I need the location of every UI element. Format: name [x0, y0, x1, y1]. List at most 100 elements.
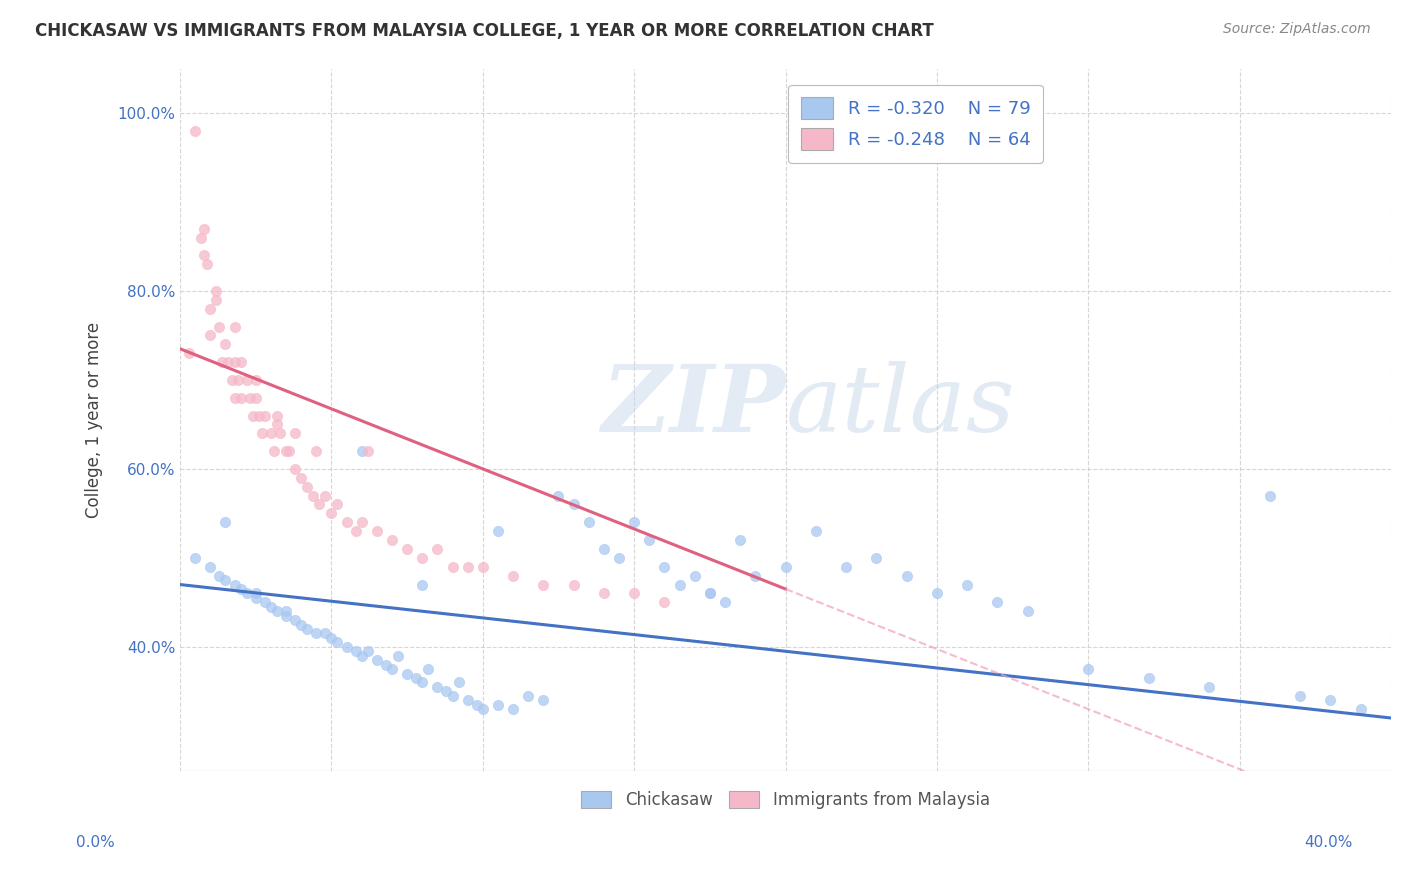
- Point: [728, 533, 751, 547]
- Point: [350, 648, 373, 663]
- Point: [229, 355, 252, 369]
- Point: [242, 409, 264, 423]
- Point: [305, 444, 328, 458]
- Point: [224, 391, 246, 405]
- Point: [865, 550, 887, 565]
- Point: [1350, 702, 1372, 716]
- Point: [531, 693, 554, 707]
- Point: [302, 489, 325, 503]
- Point: [245, 391, 267, 405]
- Point: [593, 586, 616, 600]
- Point: [266, 604, 288, 618]
- Point: [896, 568, 918, 582]
- Point: [562, 577, 585, 591]
- Point: [623, 586, 645, 600]
- Text: ZIP: ZIP: [602, 361, 786, 450]
- Point: [1198, 680, 1220, 694]
- Point: [471, 702, 494, 716]
- Point: [1289, 689, 1312, 703]
- Point: [426, 680, 449, 694]
- Point: [214, 337, 236, 351]
- Point: [200, 301, 222, 316]
- Point: [247, 409, 270, 423]
- Point: [441, 689, 464, 703]
- Point: [295, 480, 318, 494]
- Point: [224, 319, 246, 334]
- Point: [200, 559, 222, 574]
- Point: [321, 631, 343, 645]
- Point: [366, 653, 388, 667]
- Point: [607, 550, 630, 565]
- Point: [366, 524, 388, 538]
- Point: [683, 568, 706, 582]
- Point: [224, 577, 246, 591]
- Point: [235, 373, 257, 387]
- Point: [654, 595, 676, 609]
- Point: [344, 524, 367, 538]
- Point: [266, 417, 288, 432]
- Point: [502, 568, 524, 582]
- Point: [200, 328, 222, 343]
- Point: [1137, 671, 1160, 685]
- Point: [804, 524, 827, 538]
- Point: [284, 462, 307, 476]
- Point: [411, 577, 433, 591]
- Point: [221, 373, 243, 387]
- Point: [562, 498, 585, 512]
- Point: [1017, 604, 1039, 618]
- Point: [374, 657, 396, 672]
- Point: [357, 444, 380, 458]
- Point: [381, 662, 404, 676]
- Point: [308, 498, 330, 512]
- Point: [278, 444, 301, 458]
- Point: [184, 550, 207, 565]
- Point: [623, 515, 645, 529]
- Text: 40.0%: 40.0%: [1305, 836, 1353, 850]
- Point: [447, 675, 470, 690]
- Point: [744, 568, 766, 582]
- Point: [179, 346, 201, 360]
- Point: [486, 698, 509, 712]
- Point: [411, 550, 433, 565]
- Point: [269, 426, 291, 441]
- Point: [668, 577, 690, 591]
- Point: [214, 573, 236, 587]
- Point: [956, 577, 979, 591]
- Point: [274, 608, 297, 623]
- Legend: Chickasaw, Immigrants from Malaysia: Chickasaw, Immigrants from Malaysia: [575, 784, 997, 816]
- Point: [344, 644, 367, 658]
- Text: CHICKASAW VS IMMIGRANTS FROM MALAYSIA COLLEGE, 1 YEAR OR MORE CORRELATION CHART: CHICKASAW VS IMMIGRANTS FROM MALAYSIA CO…: [35, 22, 934, 40]
- Point: [266, 409, 288, 423]
- Point: [418, 662, 440, 676]
- Point: [245, 586, 267, 600]
- Point: [517, 689, 540, 703]
- Y-axis label: College, 1 year or more: College, 1 year or more: [86, 322, 103, 518]
- Point: [229, 391, 252, 405]
- Point: [396, 541, 419, 556]
- Point: [925, 586, 948, 600]
- Point: [350, 444, 373, 458]
- Point: [253, 409, 276, 423]
- Point: [314, 626, 336, 640]
- Point: [205, 293, 228, 307]
- Point: [274, 604, 297, 618]
- Point: [314, 489, 336, 503]
- Point: [357, 644, 380, 658]
- Point: [321, 507, 343, 521]
- Point: [226, 373, 249, 387]
- Point: [350, 515, 373, 529]
- Point: [381, 533, 404, 547]
- Point: [436, 684, 458, 698]
- Point: [578, 515, 600, 529]
- Point: [190, 230, 212, 244]
- Point: [775, 559, 797, 574]
- Point: [335, 515, 357, 529]
- Point: [208, 568, 231, 582]
- Point: [290, 471, 312, 485]
- Point: [245, 591, 267, 605]
- Point: [214, 515, 236, 529]
- Point: [457, 559, 479, 574]
- Point: [193, 248, 215, 262]
- Point: [405, 671, 427, 685]
- Point: [1077, 662, 1099, 676]
